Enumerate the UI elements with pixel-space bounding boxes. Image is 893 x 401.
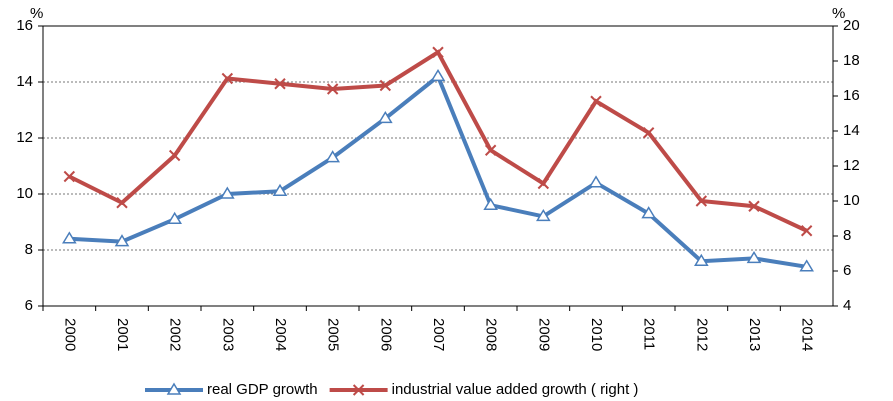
x-tick-label: 2000	[61, 318, 78, 351]
data-point	[483, 197, 498, 210]
data-point	[694, 253, 709, 266]
data-point	[590, 95, 602, 107]
data-point	[641, 206, 656, 219]
x-tick-label: 2009	[535, 318, 552, 351]
y-tick-label: 10	[16, 185, 33, 202]
data-point	[63, 170, 76, 183]
y-tick-label: 12	[16, 129, 33, 146]
x-tick-label: 2011	[641, 318, 658, 350]
data-point	[537, 177, 550, 190]
legend-marker	[166, 382, 182, 395]
y-tick-label: 8	[25, 241, 33, 258]
x-tick-label: 2006	[377, 318, 394, 351]
y2-unit: %	[832, 5, 845, 22]
x-tick-label: 2013	[746, 318, 763, 351]
y2-tick-label: 10	[843, 192, 860, 209]
data-point	[536, 208, 551, 222]
y2-tick-label: 14	[843, 122, 860, 139]
x-tick-label: 2003	[219, 318, 236, 351]
y2-tick-label: 12	[843, 157, 860, 174]
data-point	[379, 79, 392, 92]
data-point	[326, 83, 339, 95]
data-point	[274, 78, 286, 90]
data-point	[748, 200, 760, 212]
x-tick-label: 2014	[799, 318, 816, 351]
data-point	[114, 234, 130, 247]
y2-tick-label: 6	[843, 262, 851, 279]
data-point	[168, 149, 181, 162]
plot-frame	[42, 25, 834, 307]
data-point	[62, 231, 77, 244]
data-point	[325, 150, 340, 163]
x-tick-label: 2007	[430, 318, 447, 351]
data-point	[588, 175, 604, 188]
data-point	[221, 72, 234, 85]
data-point	[220, 186, 235, 199]
x-tick-label: 2002	[167, 318, 184, 351]
y-tick-label: 6	[25, 297, 33, 314]
data-point	[695, 195, 708, 207]
data-point	[430, 68, 446, 82]
x-tick-label: 2008	[483, 318, 500, 351]
data-point	[642, 127, 655, 139]
series-line	[69, 73, 807, 269]
data-point	[116, 197, 128, 209]
data-point	[746, 250, 762, 264]
y-unit: %	[30, 5, 43, 22]
legend-label: real GDP growth	[207, 381, 318, 398]
y2-tick-label: 20	[843, 17, 860, 34]
y2-tick-label: 8	[843, 227, 851, 244]
y2-tick-label: 16	[843, 87, 860, 104]
data-point	[800, 225, 813, 237]
x-tick-label: 2004	[272, 318, 289, 351]
x-tick-label: 2010	[588, 318, 605, 351]
x-tick-label: 2005	[325, 318, 342, 351]
data-point	[378, 110, 393, 124]
data-point	[799, 259, 814, 272]
data-point	[484, 144, 497, 156]
y-tick-label: 16	[16, 17, 33, 34]
data-point	[432, 46, 444, 58]
data-point	[167, 211, 182, 224]
x-tick-label: 2012	[693, 318, 710, 351]
legend-label: industrial value added growth ( right )	[392, 381, 639, 398]
y-tick-label: 14	[16, 73, 33, 90]
y2-tick-label: 4	[843, 297, 851, 314]
y2-tick-label: 18	[843, 52, 860, 69]
x-tick-label: 2001	[114, 318, 131, 351]
data-point	[272, 183, 288, 196]
legend-marker	[352, 384, 365, 396]
